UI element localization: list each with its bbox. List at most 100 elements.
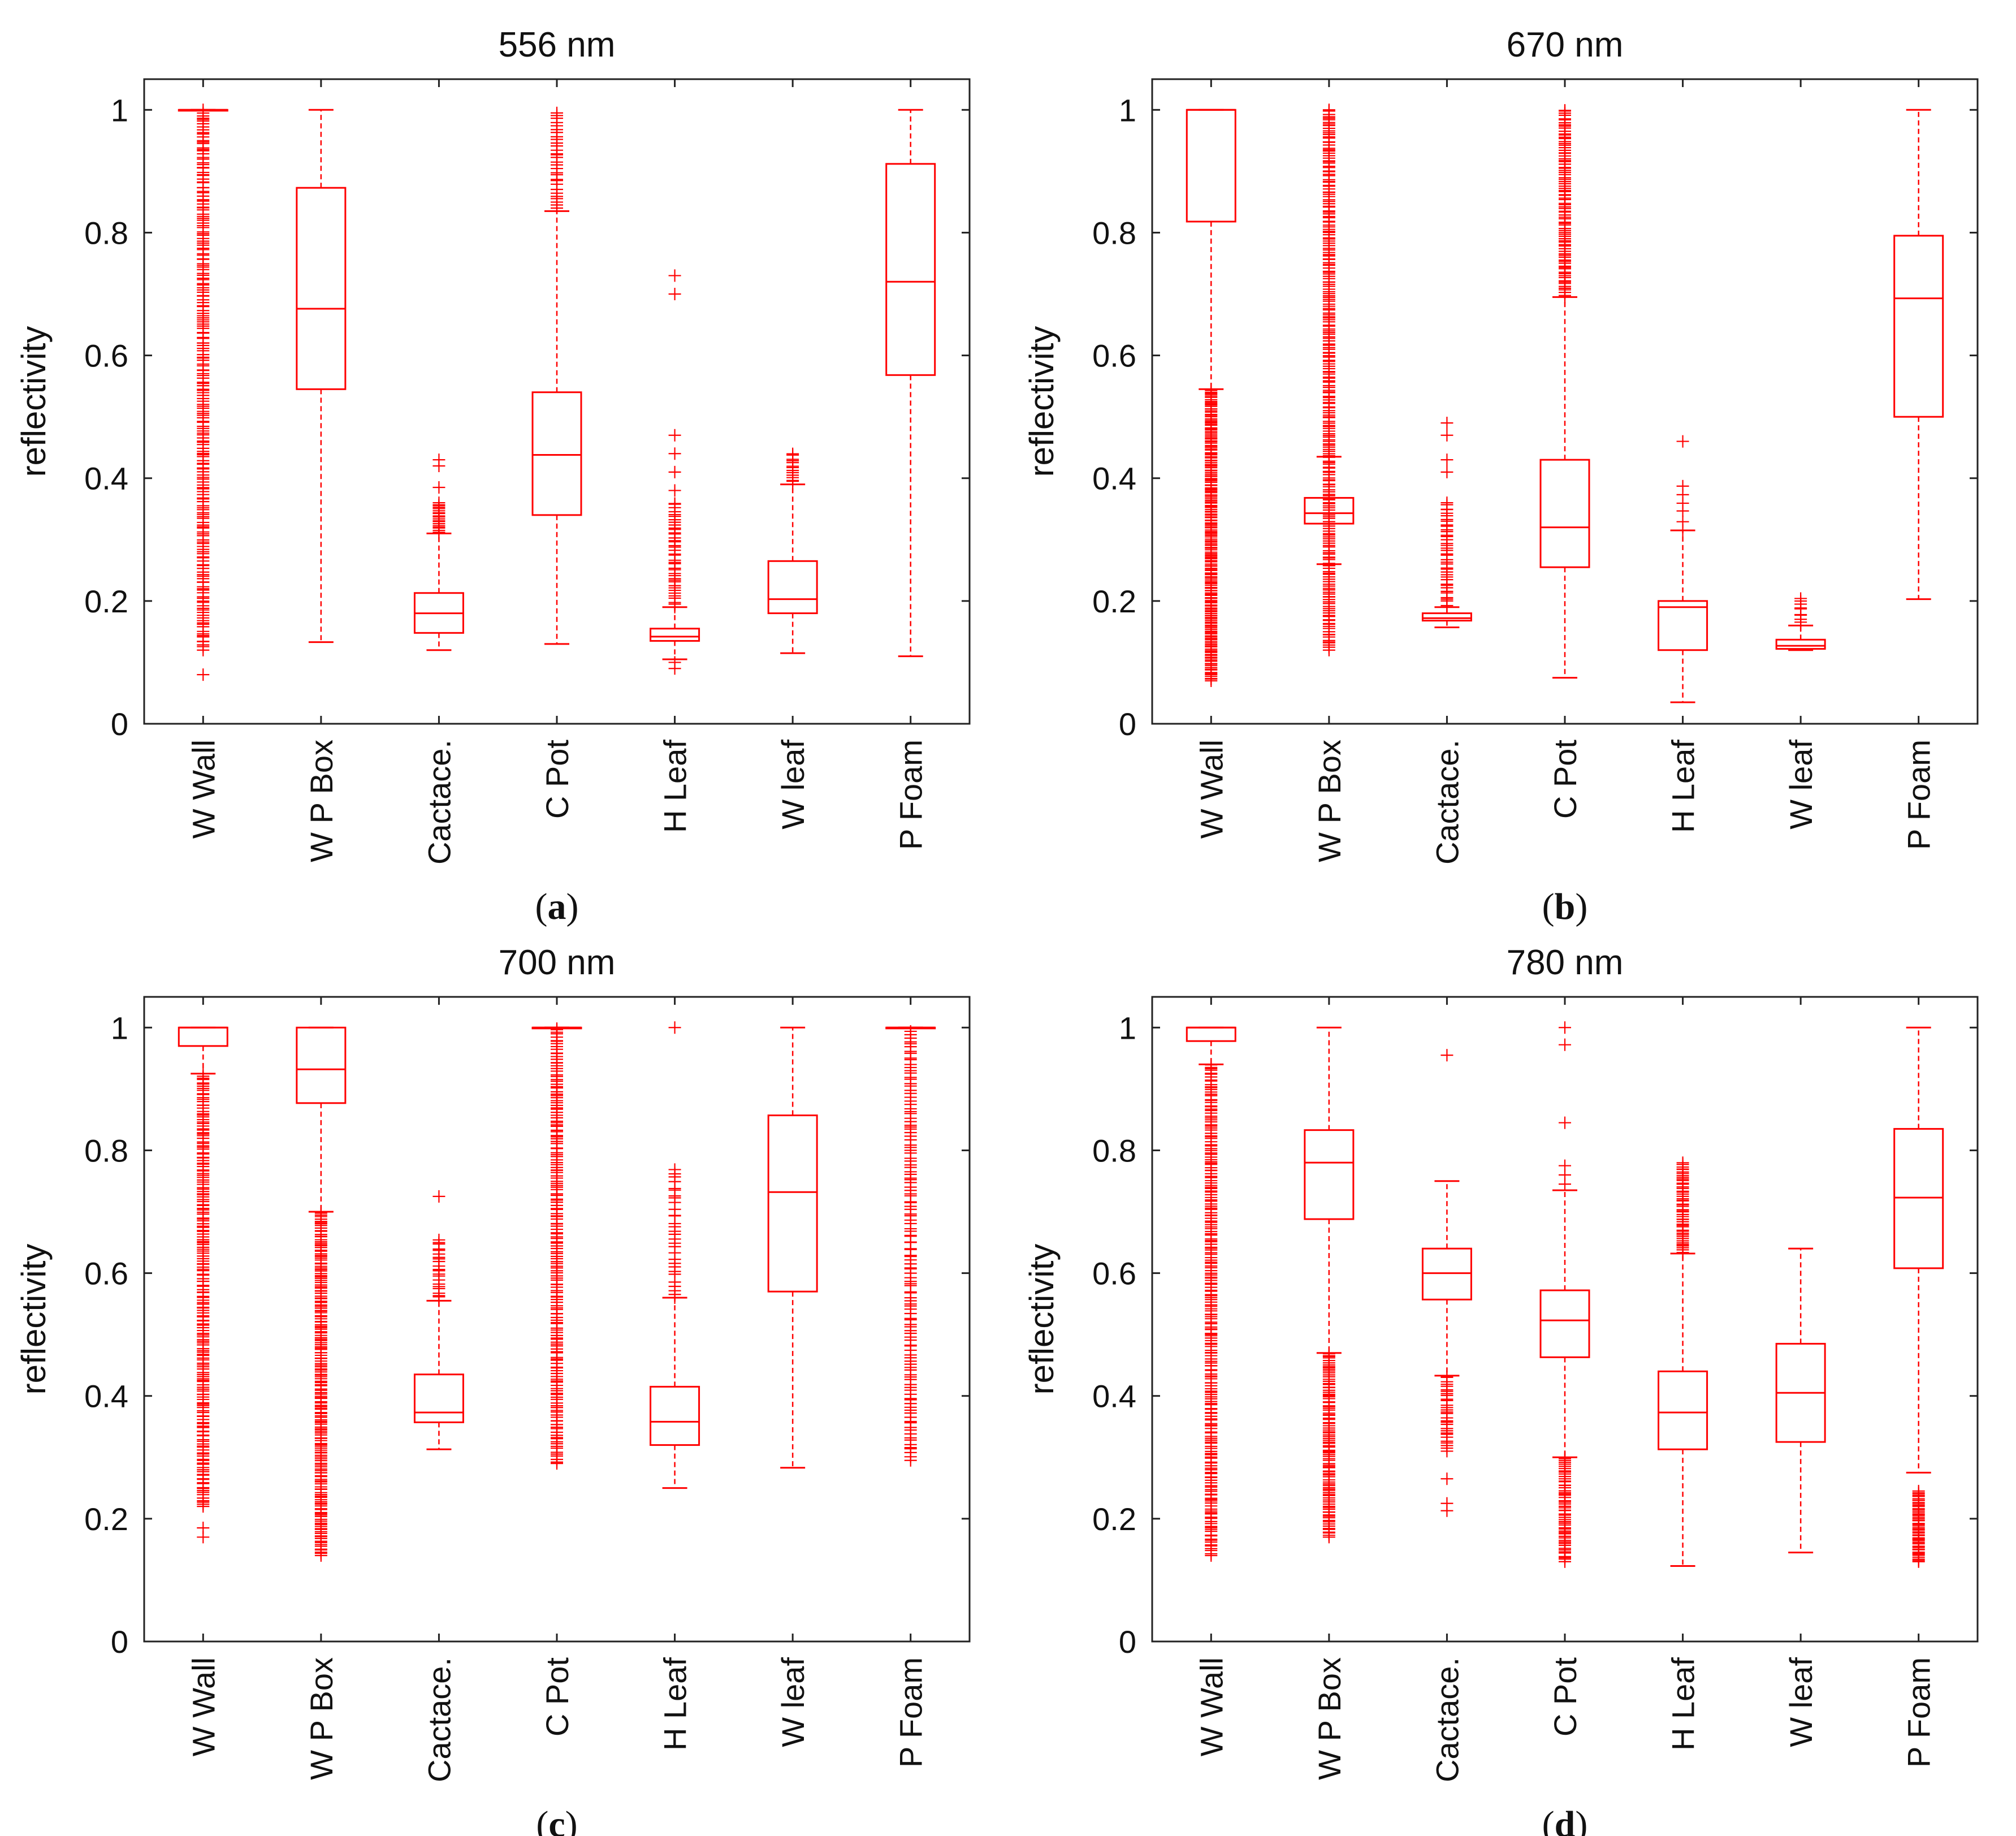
outliers <box>551 1022 563 1470</box>
x-category-label: P Foam <box>1901 740 1937 850</box>
x-category-label: W Wall <box>1193 740 1229 839</box>
iqr-box <box>1539 1289 1590 1358</box>
y-axis-label: reflectivity <box>1023 1244 1061 1395</box>
box-1 <box>1304 103 1355 656</box>
outliers <box>668 1021 681 1304</box>
x-category-label: H Leaf <box>657 740 693 833</box>
x-category-label: W P Box <box>1312 740 1347 862</box>
y-tick-label: 0 <box>1119 1624 1136 1660</box>
subfigure-label: (d) <box>1542 1804 1588 1836</box>
iqr-box <box>650 628 700 642</box>
chart-panel-d: 780 nm 0 0.2 0.4 0.6 0.8 1 reflectivity W Wall W … <box>1008 918 2016 1836</box>
iqr-box <box>1893 1127 1944 1269</box>
x-category-label: W leaf <box>775 1657 811 1747</box>
chart-title: 670 nm <box>1507 25 1624 64</box>
chart-title: 700 nm <box>499 943 616 982</box>
outlier-point <box>1559 1038 1571 1051</box>
outlier-point <box>1440 429 1453 442</box>
box-0 <box>178 103 228 681</box>
box-3 <box>531 106 582 645</box>
outliers <box>197 1067 210 1544</box>
outlier-point <box>432 481 445 494</box>
outlier-point <box>1205 1059 1218 1072</box>
x-category-label: Cactace. <box>1429 1657 1465 1782</box>
subfigure-label: (a) <box>535 886 579 927</box>
outlier-point <box>197 1522 210 1535</box>
iqr-box <box>296 187 347 390</box>
y-tick-label: 0.8 <box>84 1133 128 1168</box>
x-category-label: W P Box <box>304 740 339 862</box>
outlier-point <box>1440 496 1453 509</box>
y-tick-label: 0.4 <box>84 1379 128 1414</box>
box-0 <box>1186 1026 1236 1562</box>
outlier-point <box>668 429 681 442</box>
y-tick-label: 0.6 <box>1092 1256 1136 1291</box>
outlier-point <box>1440 1472 1453 1485</box>
box-4 <box>1658 435 1708 703</box>
chart-panel-a: 556 nm 0 0.2 0.4 0.6 0.8 1 reflectivity W Wall W … <box>0 0 1008 927</box>
x-category-label: Cactace. <box>421 1657 457 1782</box>
outlier-point <box>1440 465 1453 478</box>
y-tick-label: 1 <box>111 1010 128 1046</box>
outlier-point <box>668 447 681 460</box>
y-tick-label: 0 <box>111 1624 128 1660</box>
box-3 <box>1539 104 1590 679</box>
outlier-point <box>668 656 681 669</box>
outlier-point <box>1912 1485 1925 1497</box>
chart-svg-d: 780 nm 0 0.2 0.4 0.6 0.8 1 reflectivity W Wall W … <box>1023 943 1979 1836</box>
x-category-label: P Foam <box>893 740 929 850</box>
box-0 <box>178 1026 228 1544</box>
y-tick-label: 0.4 <box>84 461 128 496</box>
outliers <box>1205 1059 1218 1562</box>
chart-svg-c: 700 nm 0 0.2 0.4 0.6 0.8 1 reflectivity W Wall W … <box>15 943 971 1836</box>
outliers <box>1440 1049 1453 1517</box>
x-category-label: C Pot <box>539 740 575 819</box>
outlier-point <box>1440 1370 1453 1383</box>
iqr-box <box>1186 109 1236 223</box>
box-1 <box>296 1026 347 1562</box>
outlier-point <box>197 1067 210 1080</box>
y-axis-label: reflectivity <box>1023 326 1061 477</box>
outlier-point <box>551 1022 563 1035</box>
subfigure-label: (b) <box>1542 886 1588 927</box>
outlier-point <box>668 1021 681 1034</box>
x-category-label: W Wall <box>1193 1657 1229 1756</box>
box-2 <box>413 1190 464 1450</box>
outlier-point <box>668 1163 681 1176</box>
outlier-point <box>432 496 445 509</box>
iqr-box <box>1186 1026 1236 1042</box>
outlier-point <box>197 103 210 116</box>
box-3 <box>1539 1021 1590 1568</box>
box-6 <box>885 1025 936 1467</box>
outlier-point <box>1440 417 1453 429</box>
outlier-point <box>1676 1156 1689 1169</box>
iqr-box <box>767 560 818 615</box>
box-5 <box>1775 592 1826 651</box>
iqr-box <box>296 1026 347 1104</box>
outliers <box>432 1190 445 1307</box>
outlier-point <box>1559 104 1571 117</box>
outlier-point <box>1676 515 1689 528</box>
iqr-box <box>1539 459 1590 568</box>
y-tick-label: 0.6 <box>84 1256 128 1291</box>
outliers <box>314 1206 327 1562</box>
outlier-point <box>668 484 681 497</box>
outliers <box>1322 103 1335 656</box>
box-2 <box>1421 1049 1472 1517</box>
x-category-label: C Pot <box>1547 740 1583 819</box>
outliers <box>1794 592 1807 632</box>
outlier-point <box>1559 1159 1571 1172</box>
y-axis-label: reflectivity <box>15 1244 53 1395</box>
outliers <box>1440 417 1453 614</box>
y-tick-label: 0.8 <box>1092 1133 1136 1168</box>
outliers <box>432 453 445 540</box>
box-6 <box>1893 1026 1944 1568</box>
chart-panel-b: 670 nm 0 0.2 0.4 0.6 0.8 1 reflectivity W Wall W … <box>1008 0 2016 927</box>
outlier-point <box>1676 435 1689 448</box>
x-category-label: W Wall <box>185 1657 221 1756</box>
outlier-point <box>197 668 210 681</box>
outlier-point <box>432 1190 445 1203</box>
box-3 <box>531 1022 582 1470</box>
iqr-box <box>650 1385 700 1446</box>
box-0 <box>1186 109 1236 687</box>
